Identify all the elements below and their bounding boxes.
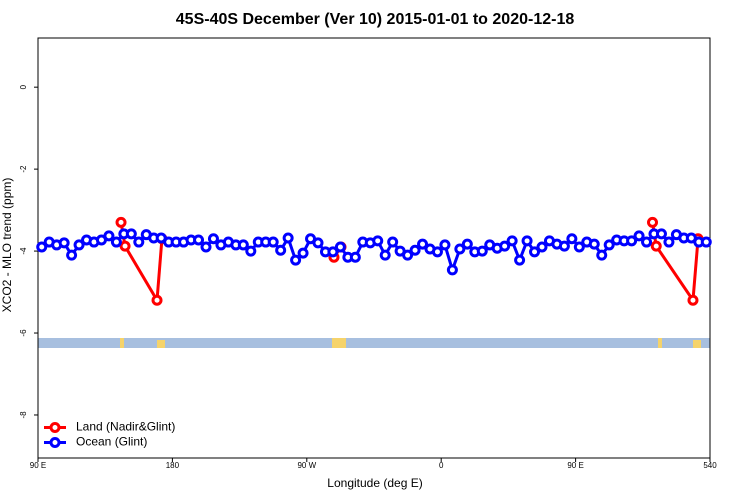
point (521, 235, 533, 247)
x-axis-label: Longitude (deg E) (327, 476, 422, 490)
ocean-strip (38, 338, 710, 348)
point (633, 230, 645, 242)
series-line (119, 222, 700, 306)
land-strip (120, 338, 124, 348)
y-axis-label: XCO2 - MLO trend (ppm) (0, 178, 14, 313)
point (267, 236, 279, 248)
point (409, 244, 421, 256)
point (36, 241, 48, 253)
land-strip (332, 338, 346, 348)
point (596, 249, 608, 261)
point (641, 236, 653, 248)
point (514, 254, 526, 266)
map-strip (38, 338, 710, 348)
y-tick-label: -2 (19, 165, 28, 173)
point (237, 239, 249, 251)
legend-marker (49, 437, 61, 448)
point (626, 235, 638, 247)
x-tick-label: 0 (439, 461, 444, 470)
point (379, 249, 391, 261)
point (431, 246, 443, 258)
point (327, 246, 339, 258)
x-tick-label: 180 (166, 461, 180, 470)
point (454, 243, 466, 255)
point (372, 235, 384, 247)
point (115, 216, 127, 228)
point (402, 249, 414, 261)
point (687, 294, 699, 306)
y-tick-label: -8 (19, 411, 28, 419)
point (110, 236, 122, 248)
point (476, 245, 488, 257)
x-tick-label: 90 E (567, 461, 583, 470)
x-tick-label: 90 E (30, 461, 46, 470)
land-strip (157, 340, 165, 348)
point (558, 240, 570, 252)
point (446, 264, 458, 276)
point (588, 238, 600, 250)
point (66, 249, 78, 261)
point (499, 240, 511, 252)
legend-label: Ocean (Glint) (76, 435, 147, 449)
x-tick-label: 90 W (297, 461, 316, 470)
point (417, 238, 429, 250)
point (334, 241, 346, 253)
point (193, 234, 205, 246)
point (603, 239, 615, 251)
point (566, 233, 578, 245)
legend-marker (49, 422, 61, 433)
point (103, 230, 115, 242)
land-strip (693, 340, 701, 348)
y-tick-label: -6 (19, 329, 28, 337)
point (647, 216, 659, 228)
chart-title: 45S-40S December (Ver 10) 2015-01-01 to … (176, 11, 575, 28)
point (207, 233, 219, 245)
point (650, 240, 662, 252)
point (700, 236, 712, 248)
point (536, 241, 548, 253)
legend-label: Land (Nadir&Glint) (76, 420, 175, 434)
point (125, 228, 137, 240)
point (119, 240, 131, 252)
point (290, 254, 302, 266)
point (151, 294, 163, 306)
point (282, 232, 294, 244)
point (439, 239, 451, 251)
point (655, 228, 667, 240)
point (506, 235, 518, 247)
point (461, 238, 473, 250)
point (573, 241, 585, 253)
point (58, 237, 70, 249)
y-tick-label: 0 (19, 84, 28, 89)
point (387, 236, 399, 248)
point (312, 237, 324, 249)
point (275, 244, 287, 256)
point (133, 236, 145, 248)
point (73, 239, 85, 251)
point (529, 246, 541, 258)
point (349, 251, 361, 263)
point (200, 241, 212, 253)
point (245, 245, 257, 257)
x-tick-label: 540 (703, 461, 717, 470)
land-strip (658, 338, 662, 348)
point (663, 236, 675, 248)
y-tick-label: -4 (19, 247, 28, 255)
point (297, 247, 309, 259)
